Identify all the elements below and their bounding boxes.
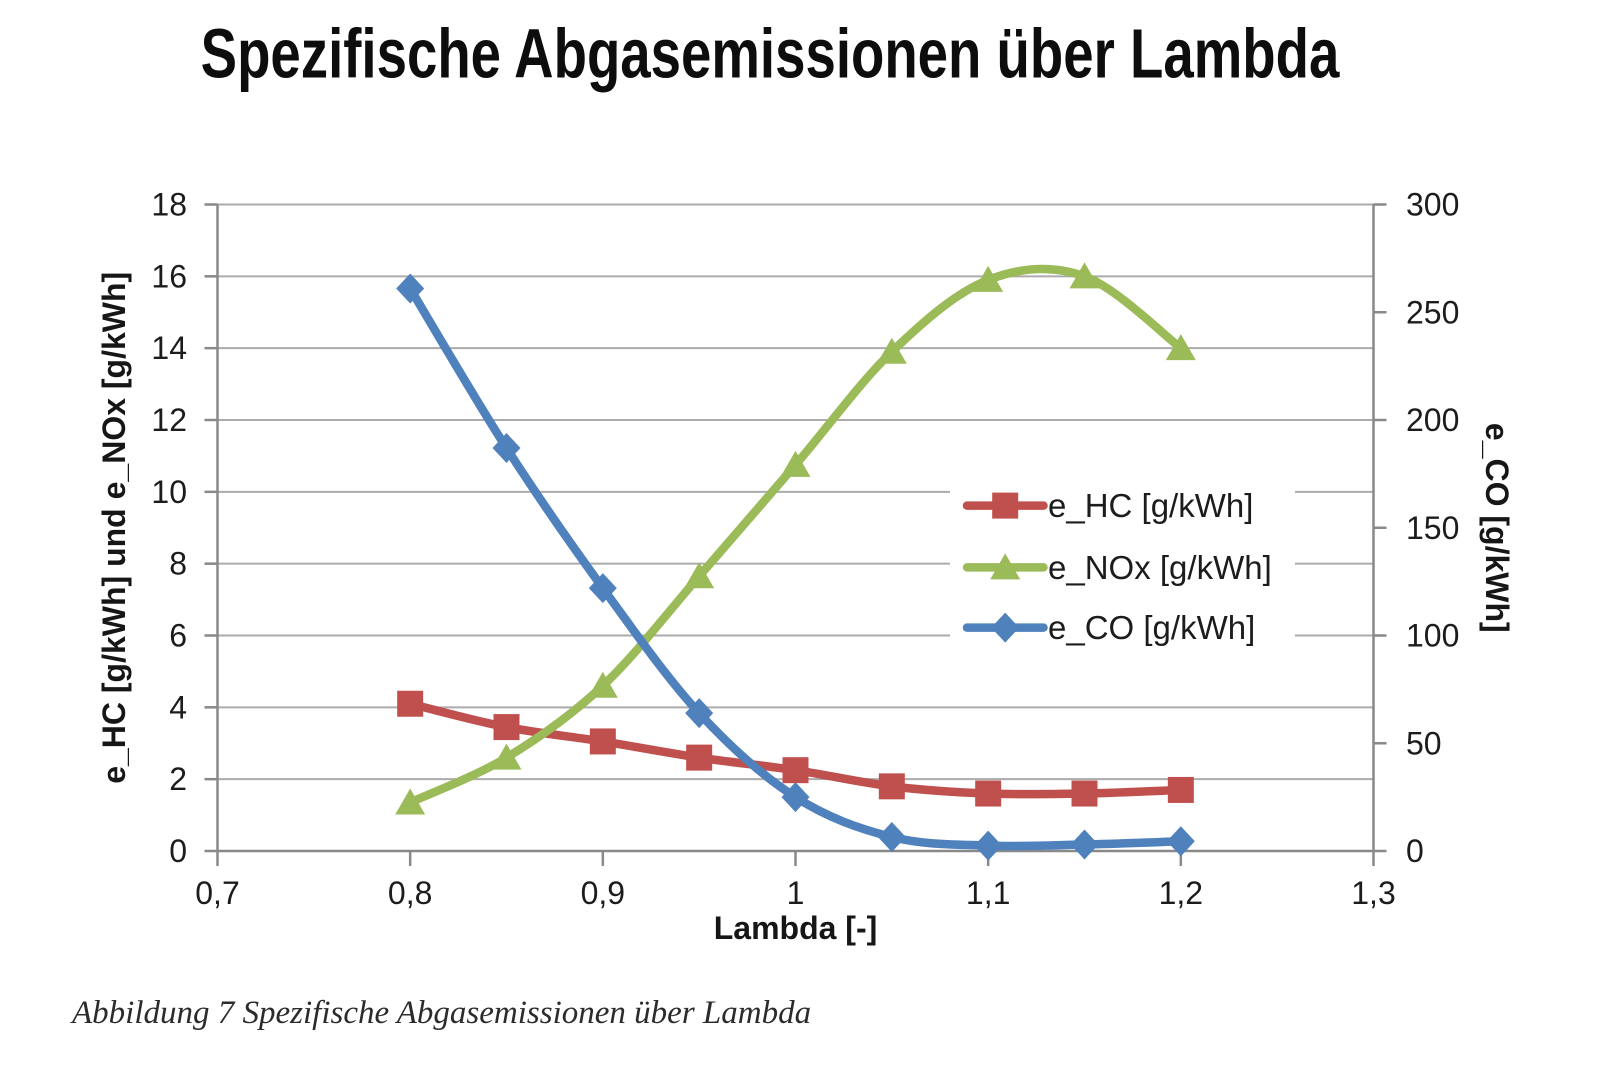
x-axis-title: Lambda [-] xyxy=(714,910,878,946)
legend-label-e-co: e_CO [g/kWh] xyxy=(1048,609,1255,646)
data-point-marker xyxy=(589,728,616,755)
data-point-marker xyxy=(782,757,809,784)
legend-label-e-nox: e_NOx [g/kWh] xyxy=(1048,549,1272,586)
data-point-marker xyxy=(878,773,905,800)
data-point-marker xyxy=(587,671,618,698)
data-point-marker xyxy=(684,562,715,589)
y-right-tick-label-50: 50 xyxy=(1406,725,1442,761)
data-point-marker xyxy=(877,821,906,852)
data-point-marker xyxy=(1071,780,1098,807)
y-right-tick-label-150: 150 xyxy=(1406,510,1459,546)
legend-swatch-marker xyxy=(990,553,1021,580)
data-point-marker xyxy=(1069,262,1100,289)
data-point-marker xyxy=(492,433,521,464)
legend-swatch-marker xyxy=(991,612,1020,643)
legend-swatch-marker xyxy=(992,492,1019,519)
x-tick-label-0,8: 0,8 xyxy=(388,875,432,911)
series-e-co xyxy=(396,273,1195,861)
data-series xyxy=(395,262,1196,861)
y-right-tick-label-200: 200 xyxy=(1406,402,1459,438)
x-tick-label-1,1: 1,1 xyxy=(966,875,1010,911)
y-right-tick-label-300: 300 xyxy=(1406,187,1459,223)
data-point-marker xyxy=(1165,334,1196,361)
data-point-marker xyxy=(876,337,907,364)
x-tick-label-1: 1 xyxy=(787,875,805,911)
y-left-tick-label-4: 4 xyxy=(169,689,187,725)
data-point-marker xyxy=(975,780,1002,807)
y-left-axis-title: e_HC [g/kWh] und e_NOx [g/kWh] xyxy=(96,272,132,784)
data-point-marker xyxy=(973,265,1004,292)
data-point-marker xyxy=(397,690,424,717)
legend-label-e-hc: e_HC [g/kWh] xyxy=(1048,487,1253,524)
data-point-marker xyxy=(1070,829,1099,860)
x-tick-label-0,7: 0,7 xyxy=(195,875,239,911)
data-point-marker xyxy=(974,830,1003,861)
figure-caption: Abbildung 7 Spezifische Abgasemissionen … xyxy=(70,995,811,1031)
x-tick-label-1,3: 1,3 xyxy=(1351,875,1395,911)
data-point-marker xyxy=(493,714,520,741)
data-point-marker xyxy=(685,698,714,729)
series-line xyxy=(405,284,1186,851)
legend-markers xyxy=(962,492,1048,643)
series-e-nox xyxy=(395,262,1196,815)
data-point-marker xyxy=(588,573,617,604)
data-point-marker xyxy=(396,273,425,304)
data-point-marker xyxy=(1166,826,1195,857)
y-right-tick-label-0: 0 xyxy=(1406,833,1424,869)
data-point-marker xyxy=(491,743,522,770)
data-point-marker xyxy=(686,744,713,771)
y-right-tick-label-100: 100 xyxy=(1406,618,1459,654)
series-e-hc xyxy=(397,690,1194,807)
y-left-tick-label-8: 8 xyxy=(169,546,187,582)
y-left-tick-label-6: 6 xyxy=(169,618,187,654)
y-left-tick-label-14: 14 xyxy=(151,330,187,366)
y-right-axis-title: e_CO [g/kWh] xyxy=(1479,423,1515,633)
chart-title: Spezifische Abgasemissionen über Lambda xyxy=(201,15,1341,93)
tick-labels: 0 2 4 6 8 10 12 14 16 18 0 50 100 150 200 250 300 0,7 0,8 0… xyxy=(151,187,1459,912)
data-point-marker xyxy=(780,450,811,477)
y-left-tick-label-16: 16 xyxy=(151,258,187,294)
y-left-tick-label-18: 18 xyxy=(151,187,187,223)
y-right-tick-label-250: 250 xyxy=(1406,294,1459,330)
data-point-marker xyxy=(1167,776,1194,803)
y-left-tick-label-2: 2 xyxy=(169,761,187,797)
x-tick-label-0,9: 0,9 xyxy=(581,875,625,911)
y-left-tick-label-10: 10 xyxy=(151,474,187,510)
x-tick-label-1,2: 1,2 xyxy=(1159,875,1203,911)
data-point-marker xyxy=(395,788,426,815)
y-left-tick-label-0: 0 xyxy=(169,833,187,869)
y-left-tick-label-12: 12 xyxy=(151,402,187,438)
data-point-marker xyxy=(781,782,810,813)
